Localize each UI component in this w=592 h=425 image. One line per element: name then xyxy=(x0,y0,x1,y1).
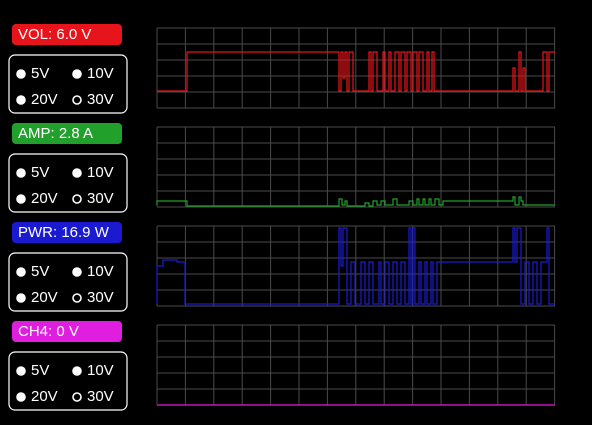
trace xyxy=(157,51,555,92)
radio-label[interactable]: 30V xyxy=(87,190,114,207)
radio-label[interactable]: 10V xyxy=(87,263,114,280)
radio-label[interactable]: 10V xyxy=(87,362,114,379)
radio-label[interactable]: 10V xyxy=(87,164,114,181)
range-box xyxy=(8,351,128,411)
radio-button[interactable] xyxy=(72,69,82,79)
trace xyxy=(156,227,555,305)
radio-button[interactable] xyxy=(16,95,26,105)
radio-button[interactable] xyxy=(16,366,26,376)
radio-button[interactable] xyxy=(72,168,82,178)
plot-grid xyxy=(156,27,556,109)
radio-button[interactable] xyxy=(72,293,82,303)
channel-badge xyxy=(12,123,122,144)
channel-badge xyxy=(12,321,122,342)
radio-label[interactable]: 20V xyxy=(31,91,58,108)
radio-button[interactable] xyxy=(72,392,82,402)
plot-grid xyxy=(156,324,556,406)
radio-label[interactable]: 20V xyxy=(31,190,58,207)
radio-label[interactable]: 30V xyxy=(87,289,114,306)
radio-button[interactable] xyxy=(72,194,82,204)
radio-button[interactable] xyxy=(16,392,26,402)
radio-label[interactable]: 5V xyxy=(31,164,49,181)
plot-grid xyxy=(156,126,556,208)
trace xyxy=(156,196,555,207)
radio-button[interactable] xyxy=(16,194,26,204)
radio-button[interactable] xyxy=(16,168,26,178)
channel-label: PWR: 16.9 W xyxy=(18,224,110,241)
channel-label: VOL: 6.0 V xyxy=(18,26,91,43)
channel-badge xyxy=(12,24,122,45)
radio-button[interactable] xyxy=(16,69,26,79)
channel-badge xyxy=(12,222,122,243)
radio-button[interactable] xyxy=(16,293,26,303)
range-box xyxy=(8,153,128,213)
radio-label[interactable]: 10V xyxy=(87,65,114,82)
radio-label[interactable]: 30V xyxy=(87,388,114,405)
radio-label[interactable]: 20V xyxy=(31,388,58,405)
range-box xyxy=(8,54,128,114)
radio-label[interactable]: 20V xyxy=(31,289,58,306)
radio-label[interactable]: 5V xyxy=(31,362,49,379)
radio-button[interactable] xyxy=(72,267,82,277)
range-box xyxy=(8,252,128,312)
radio-label[interactable]: 30V xyxy=(87,91,114,108)
channel-label: AMP: 2.8 A xyxy=(18,125,93,142)
plot-grid xyxy=(156,225,556,307)
radio-button[interactable] xyxy=(72,366,82,376)
radio-button[interactable] xyxy=(16,267,26,277)
radio-label[interactable]: 5V xyxy=(31,65,49,82)
radio-button[interactable] xyxy=(72,95,82,105)
radio-label[interactable]: 5V xyxy=(31,263,49,280)
channel-label: CH4: 0 V xyxy=(18,323,79,340)
